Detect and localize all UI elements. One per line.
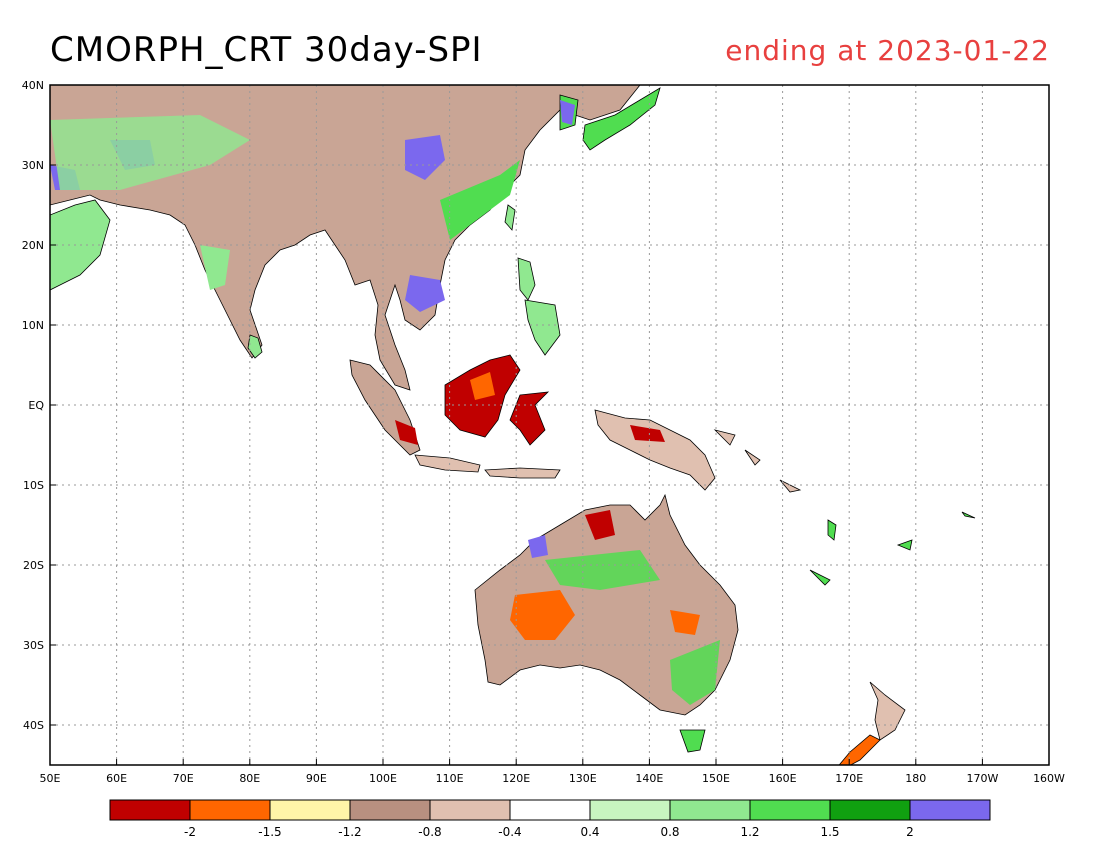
map-title: CMORPH_CRT 30day-SPI [50,30,483,70]
china-green-band [440,160,520,240]
new-guinea [594,409,716,491]
philippines [517,257,561,356]
lon-tick-label: 80E [239,772,260,785]
taiwan [504,204,516,231]
colorbar-label: 0.4 [580,825,599,839]
latitude-labels: 40N 30N 20N 10N EQ 10S 20S 30S 40S [22,79,45,732]
date-subtitle: ending at 2023-01-22 [725,34,1050,67]
lon-tick-label: 90E [306,772,327,785]
colorbar-swatch [109,799,191,821]
java [414,454,481,473]
colorbar-swatch [749,799,831,821]
australia-northeast-wet-patch [528,535,548,558]
sulawesi [509,391,550,446]
longitude-labels: 50E 60E 70E 80E 90E 100E 110E 120E 130E 140E 150E 1… [40,772,1066,785]
colorbar-label: 1.2 [740,825,759,839]
colorbar-label: -1.2 [338,825,361,839]
lon-tick-label: 180 [905,772,926,785]
japan [559,87,661,151]
solomon-islands [713,429,802,493]
lon-tick-label: 100E [369,772,397,785]
lon-tick-label: 160W [1033,772,1065,785]
australia-southeast-green-patch [670,640,720,705]
colorbar-label: -0.8 [418,825,441,839]
colorbar-swatch [189,799,271,821]
colorbar-swatch [909,799,991,821]
lon-tick-label: 50E [40,772,61,785]
colorbar-swatch [349,799,431,821]
colorbar-label: -2 [184,825,196,839]
lat-tick-label: 30N [22,159,44,172]
australia-north-green-patch [545,550,660,590]
lat-tick-label: EQ [28,399,44,412]
colorbar-label: 0.8 [660,825,679,839]
map-gridlines [49,84,1050,765]
fiji-islands [896,511,976,551]
lat-tick-label: 10S [23,479,44,492]
spi-colorbar: -2 -1.5 -1.2 -0.8 -0.4 0.4 0.8 1.2 1.5 2 [109,799,991,839]
sumatra-red-patch [395,420,418,445]
lat-tick-label: 20S [23,559,44,572]
colorbar-swatch [269,799,351,821]
lat-tick-label: 10N [22,319,44,332]
lat-tick-label: 40N [22,79,44,92]
new-guinea-red-patch [630,425,665,442]
australia-orange-patch [510,590,575,640]
lon-tick-label: 60E [106,772,127,785]
colorbar-label: 1.5 [820,825,839,839]
colorbar-swatch [509,799,591,821]
lesser-sunda-islands [484,467,561,479]
lon-tick-label: 150E [702,772,730,785]
lon-tick-label: 70E [173,772,194,785]
india-green-patch [200,245,230,290]
colorbar-swatch [829,799,911,821]
map-frame [49,84,1050,766]
colorbar-swatch [669,799,751,821]
indochina-wet-patch [405,275,445,312]
sri-lanka [247,334,263,359]
tasmania [679,729,706,753]
colorbar-swatch [429,799,511,821]
colorbar-swatch [589,799,671,821]
borneo-orange-patch [470,372,495,400]
lon-tick-label: 120E [502,772,530,785]
lon-tick-label: 140E [635,772,663,785]
lat-tick-label: 30S [23,639,44,652]
lon-tick-label: 160E [769,772,797,785]
lon-tick-label: 130E [569,772,597,785]
colorbar-label: 2 [906,825,914,839]
australia-red-patch [585,510,615,540]
colorbar-label: -1.5 [258,825,281,839]
lat-tick-label: 20N [22,239,44,252]
lon-tick-label: 170W [966,772,998,785]
australia-east-orange-patch [670,610,700,635]
lat-tick-label: 40S [23,719,44,732]
vanuatu-islands [809,519,837,586]
lon-tick-label: 170E [835,772,863,785]
korea-wet-patch [560,100,575,125]
land-layer [50,85,976,765]
lon-tick-label: 110E [436,772,464,785]
china-wet-patch [405,135,445,180]
colorbar-label: -0.4 [498,825,521,839]
new-zealand-north [869,681,906,741]
tibet-green-band [50,115,250,190]
spi-anomaly-patches [50,100,720,705]
